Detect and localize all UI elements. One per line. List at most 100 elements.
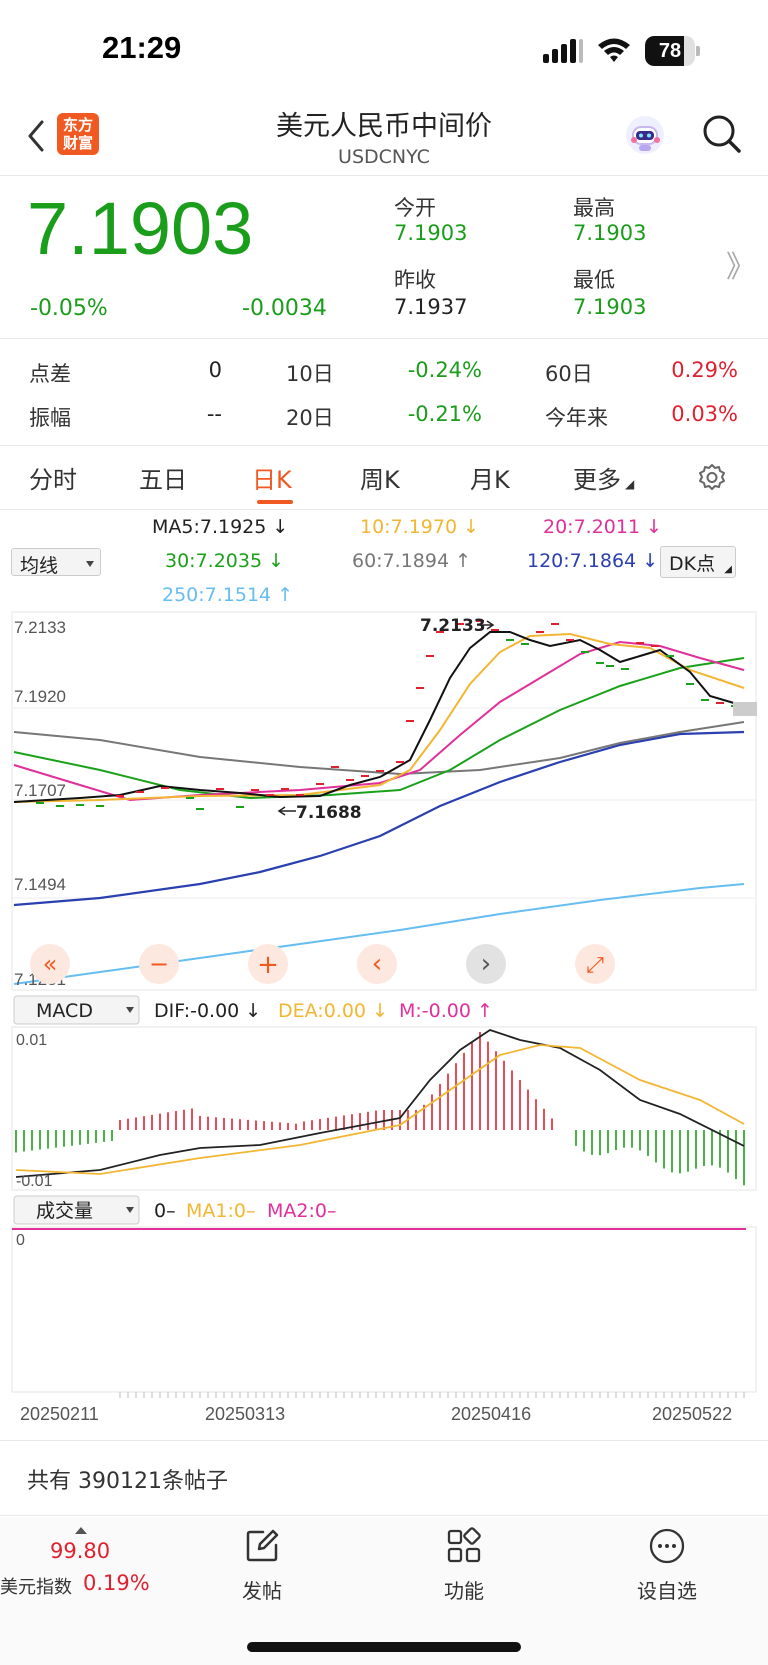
signal-icon (543, 39, 583, 63)
chart-controls: « − + ‹ › ⤢ (30, 944, 615, 984)
tab-five-day[interactable]: 五日 (139, 466, 187, 494)
low-value: 7.1903 (573, 295, 647, 319)
current-price: 7.1903 (27, 187, 254, 270)
d20-label: 20日 (286, 406, 334, 430)
high-value: 7.1903 (573, 221, 647, 245)
search-icon[interactable] (700, 112, 744, 156)
indicator-select-ma[interactable]: 均线 (11, 548, 101, 577)
posts-count: 共有 390121条帖子 (27, 1469, 228, 1494)
quote-panel: 7.1903 -0.05% -0.0034 今开 7.1903 最高 7.190… (0, 176, 768, 339)
robot-assistant-icon[interactable] (624, 114, 666, 156)
spread-value: 0 (208, 358, 222, 382)
x-date-3: 20250522 (652, 1404, 732, 1424)
low-label: 最低 (573, 268, 615, 292)
svg-text:MACD: MACD (36, 1000, 93, 1022)
home-indicator (247, 1642, 521, 1652)
macd-dea: DEA:0.00 ↓ (278, 1000, 388, 1022)
low-marker: 7.1688 (296, 803, 362, 823)
d10-value: -0.24% (407, 358, 482, 382)
svg-text:+: + (257, 950, 279, 980)
page-title: 美元人民币中间价 (276, 111, 492, 142)
svg-text:−: − (149, 950, 169, 978)
prev-close-value: 7.1937 (394, 295, 468, 319)
post-label: 发帖 (242, 1579, 282, 1603)
ma30-legend: 30:7.2035 ↓ (165, 550, 285, 572)
active-tab-indicator (257, 500, 293, 504)
x-axis-ticks (119, 1392, 745, 1398)
status-time: 21:29 (102, 30, 182, 65)
d20-value: -0.21% (407, 402, 482, 426)
svg-text:«: « (43, 950, 58, 978)
function-label: 功能 (444, 1579, 484, 1603)
caret-up-icon (75, 1527, 87, 1534)
grid-icon (447, 1527, 481, 1563)
ma60-line (13, 721, 745, 776)
period-tabs: 分时 五日 日K 周K 月K 更多 ◢ (0, 446, 768, 510)
chart-area[interactable]: 7.2133 7.1920 7.1707 7.1494 7.1281 7.213… (0, 600, 768, 1430)
watch-label: 设自选 (637, 1579, 697, 1603)
wifi-icon (598, 38, 630, 62)
ma250-line (13, 883, 745, 985)
post-button[interactable]: 发帖 (212, 1527, 312, 1604)
tab-more[interactable]: 更多 ◢ (573, 466, 635, 494)
posts-section[interactable]: 共有 390121条帖子 (0, 1440, 768, 1516)
ytd-value: 0.03% (671, 402, 738, 426)
x-date-2: 20250416 (451, 1404, 531, 1424)
battery-level: 78 (658, 40, 682, 62)
svg-text:›: › (481, 949, 491, 979)
next-button[interactable]: › (466, 944, 506, 984)
macd-selector[interactable]: MACD (13, 995, 140, 1025)
ma20-legend: 20:7.2011 ↓ (543, 516, 663, 538)
app-logo[interactable]: 东方 财富 (57, 113, 99, 155)
dk-point-button[interactable]: DK点 ◢ (660, 546, 736, 578)
amplitude-label: 振幅 (29, 406, 71, 430)
stats-panel: 点差 0 10日 -0.24% 60日 0.29% 振幅 -- 20日 -0.2… (0, 340, 768, 446)
ma5-legend: MA5:7.1925 ↓ (152, 516, 289, 538)
more-details-icon[interactable]: 》 (726, 250, 756, 285)
header: 东方 财富 美元人民币中间价 USDCNYC (0, 100, 768, 176)
ma120-line (13, 730, 745, 907)
macd-plot (15, 1029, 745, 1186)
zoom-out-button[interactable]: − (139, 944, 179, 984)
prev-button[interactable]: ‹ (357, 944, 397, 984)
tab-weekly-k[interactable]: 周K (360, 466, 400, 494)
volume-value: 0– (154, 1200, 176, 1222)
d60-label: 60日 (545, 362, 593, 386)
amplitude-value: -- (206, 402, 222, 426)
tab-intraday[interactable]: 分时 (29, 466, 77, 494)
volume-selector[interactable]: 成交量 (13, 1195, 140, 1225)
open-label: 今开 (394, 196, 436, 220)
volume-y-label: 0 (16, 1232, 25, 1249)
add-watchlist-button[interactable]: 设自选 (617, 1527, 717, 1604)
ma250-legend: 250:7.1514 ↑ (162, 584, 294, 606)
page-subtitle: USDCNYC (338, 146, 430, 168)
ma120-legend: 120:7.1864 ↓ (527, 550, 659, 572)
first-button[interactable]: « (30, 944, 70, 984)
open-value: 7.1903 (394, 221, 468, 245)
function-button[interactable]: 功能 (414, 1527, 514, 1604)
macd-dea-line (15, 1044, 745, 1175)
bottom-bar: 99.80 美元指数 0.19% 发帖 功能 设自选 (0, 1517, 768, 1665)
back-icon[interactable] (22, 116, 50, 156)
high-marker: 7.2133 (420, 616, 486, 636)
fullscreen-button[interactable]: ⤢ (575, 944, 615, 984)
zoom-in-button[interactable]: + (248, 944, 288, 984)
svg-text:⤢: ⤢ (586, 953, 604, 978)
ma10-legend: 10:7.1970 ↓ (360, 516, 480, 538)
tab-monthly-k[interactable]: 月K (470, 466, 510, 494)
ma10-line (13, 632, 745, 803)
macd-m: M:-0.00 ↑ (399, 1000, 493, 1022)
gear-icon[interactable] (696, 462, 728, 494)
y-label-0: 7.2133 (14, 618, 66, 637)
volume-ma1: MA1:0– (186, 1200, 255, 1222)
ytd-label: 今年来 (545, 406, 608, 430)
change-value: -0.0034 (242, 296, 327, 321)
more-dots-icon (649, 1528, 685, 1564)
macd-dif: DIF:-0.00 ↓ (154, 1000, 261, 1022)
macd-y-top: 0.01 (16, 1032, 47, 1049)
edit-icon (246, 1529, 279, 1562)
svg-text:‹: ‹ (372, 949, 382, 979)
tab-daily-k[interactable]: 日K (252, 466, 292, 494)
d10-label: 10日 (286, 362, 334, 386)
change-percent: -0.05% (30, 296, 108, 321)
